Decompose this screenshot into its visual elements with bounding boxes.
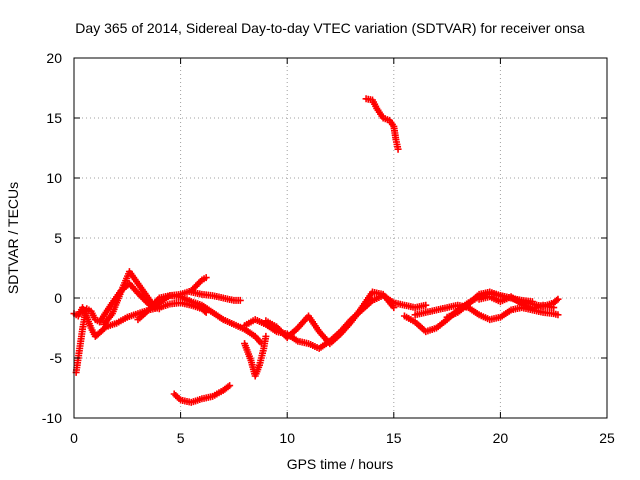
series-arc-6 (241, 332, 270, 380)
series-arc-14 (475, 293, 558, 313)
series-arc-10 (170, 382, 234, 406)
data-point (226, 382, 234, 390)
x-tick-label: 15 (386, 430, 402, 446)
data-point (422, 301, 430, 309)
y-tick-label: -5 (50, 350, 63, 366)
series-arc-9 (362, 95, 402, 153)
x-tick-label: 10 (279, 430, 295, 446)
axis-ticks (73, 57, 608, 419)
data-point (262, 332, 270, 340)
data-point (550, 304, 558, 312)
chart-title: Day 365 of 2014, Sidereal Day-to-day VTE… (75, 20, 585, 36)
series-arc-5 (187, 288, 244, 304)
x-tick-label: 20 (493, 430, 509, 446)
data-point (554, 311, 562, 319)
y-tick-label: -10 (42, 410, 62, 426)
x-tick-label: 0 (70, 430, 78, 446)
y-tick-label: 10 (46, 170, 62, 186)
data-point (553, 296, 561, 304)
y-axis-label: SDTVAR / TECUs (5, 182, 21, 294)
data-point (390, 304, 398, 312)
tick-labels: 0 5 10 15 20 25 -10 -5 0 5 10 15 20 (42, 50, 615, 446)
x-tick-label: 25 (599, 430, 615, 446)
y-tick-label: 0 (54, 290, 62, 306)
x-axis-label: GPS time / hours (287, 456, 394, 472)
data-point (394, 145, 402, 153)
y-tick-label: 20 (46, 50, 62, 66)
data-point (236, 296, 244, 304)
x-tick-label: 5 (177, 430, 185, 446)
series-arc-4 (134, 292, 266, 348)
series-arc-8 (262, 288, 398, 348)
data-point (202, 274, 210, 282)
data-series (70, 95, 562, 406)
data-point (554, 295, 562, 303)
y-tick-label: 5 (54, 230, 62, 246)
y-tick-label: 15 (46, 110, 62, 126)
